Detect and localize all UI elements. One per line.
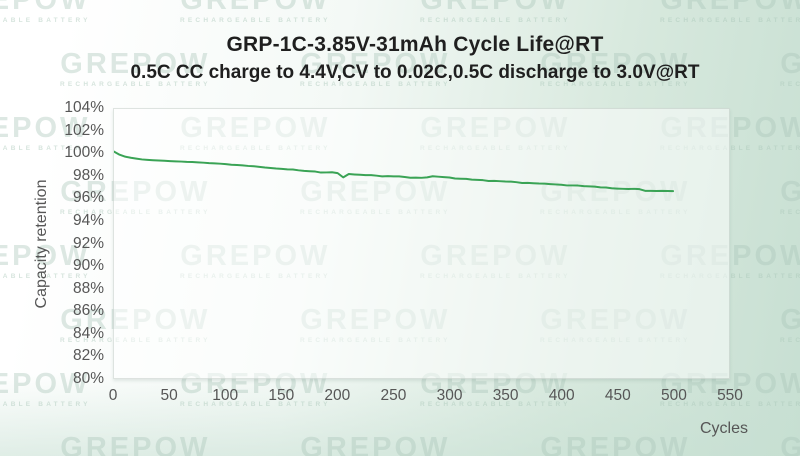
watermark-tagline-text: RECHARGEABLE BATTERY [780, 337, 800, 344]
data-series-line [114, 150, 675, 193]
y-tick-label: 80% [72, 370, 104, 387]
watermark-tagline-text: RECHARGEABLE BATTERY [420, 17, 571, 24]
y-axis-tick-labels: 104% 102% 100% 98% 96% 94% 92% 90% 88% 86% 84% 82% 8… [0, 99, 104, 387]
y-tick-label: 94% [72, 211, 104, 229]
watermark-logo-text: GREPOW [180, 0, 331, 16]
y-tick-label: 98% [72, 166, 104, 184]
x-tick-label: 400 [548, 387, 575, 404]
watermark-tagline-text: RECHARGEABLE BATTERY [780, 209, 800, 216]
x-tick-label: 0 [108, 387, 118, 404]
watermark-logo-text: GREPOW [780, 176, 800, 208]
watermark-logo-text: GREPOW [540, 432, 691, 456]
y-tick-label: 102% [64, 121, 104, 139]
y-tick-label: 96% [72, 189, 104, 207]
watermark-logo-text: GREPOW [660, 0, 800, 16]
x-tick-label: 150 [268, 387, 295, 404]
y-tick-label: 92% [72, 234, 104, 252]
watermark-logo-text: GREPOW [60, 432, 211, 456]
plot-area [113, 108, 730, 379]
x-tick-label: 50 [160, 387, 178, 404]
watermark-logo-text: GREPOW [0, 0, 91, 16]
x-tick-label: 100 [212, 387, 239, 404]
watermark-logo-text: GREPOW [300, 432, 451, 456]
x-tick-label: 300 [436, 387, 463, 404]
capacity-retention-line-chart [114, 150, 675, 193]
watermark-logo-text: GREPOW [780, 432, 800, 456]
x-tick-label: 450 [604, 387, 631, 404]
watermark-tagline-text: RECHARGEABLE BATTERY [660, 17, 800, 24]
y-tick-label: 100% [64, 144, 104, 162]
watermark-logo-text: GREPOW [420, 0, 571, 16]
chart-subtitle: 0.5C CC charge to 4.4V,CV to 0.02C,0.5C … [130, 62, 700, 83]
x-axis-tick-labels: 0 50 100 150 200 250 300 350 400 450 500 550 [109, 387, 743, 407]
watermark-tagline-text: RECHARGEABLE BATTERY [0, 401, 91, 408]
watermark-logo-text: GREPOW [780, 304, 800, 336]
x-tick-label: 200 [324, 387, 351, 404]
x-tick-label: 550 [717, 387, 743, 404]
watermark-tagline-text: RECHARGEABLE BATTERY [0, 17, 91, 24]
chart-title: GRP-1C-3.85V-31mAh Cycle Life@RT [226, 33, 604, 56]
y-tick-label: 86% [72, 302, 104, 320]
y-tick-label: 104% [64, 99, 104, 116]
x-axis-title: Cycles [699, 420, 748, 437]
y-tick-label: 84% [72, 324, 104, 342]
y-tick-label: 90% [72, 257, 104, 275]
y-tick-label: 88% [72, 279, 104, 297]
x-tick-label: 250 [380, 387, 407, 404]
watermark-tagline-text: RECHARGEABLE BATTERY [180, 17, 331, 24]
x-tick-label: 350 [492, 387, 519, 404]
x-tick-label: 500 [660, 387, 687, 404]
y-tick-label: 82% [72, 347, 104, 365]
